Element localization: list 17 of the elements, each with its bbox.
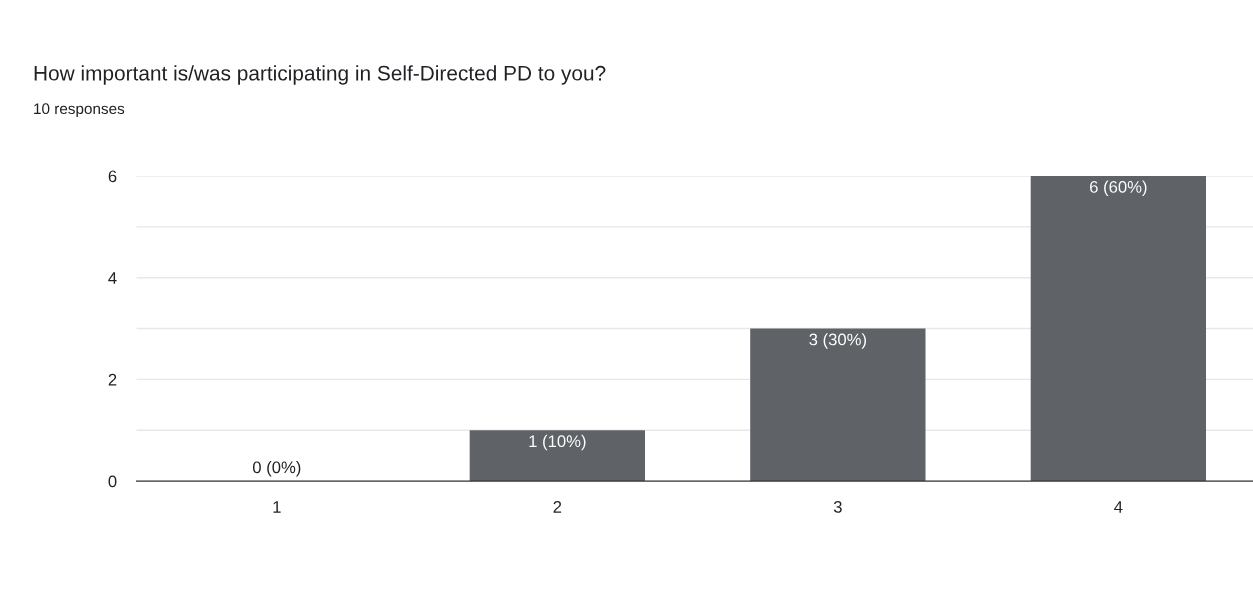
data-label: 3 (30%) — [809, 333, 866, 349]
bar — [1030, 176, 1207, 482]
bar — [469, 430, 645, 482]
x-tick-label: 2 — [553, 500, 562, 513]
data-label: 1 (10%) — [529, 434, 586, 451]
y-tick-label: 4 — [108, 272, 117, 284]
x-tick-label: 1 — [273, 501, 281, 513]
data-label: 0 (0%) — [252, 461, 301, 477]
x-tick-label: 4 — [1114, 501, 1123, 513]
bar — [750, 328, 926, 482]
chart-subtitle: 10 responses — [34, 103, 125, 118]
x-tick-label: 3 — [833, 500, 842, 513]
y-tick-label: 6 — [108, 170, 117, 183]
y-tick-label: 2 — [108, 373, 117, 386]
y-tick-label: 0 — [108, 475, 117, 488]
chart-title: How important is/was participating in Self-Directed PD to you? — [34, 65, 606, 85]
data-label: 6 (60%) — [1090, 180, 1147, 197]
